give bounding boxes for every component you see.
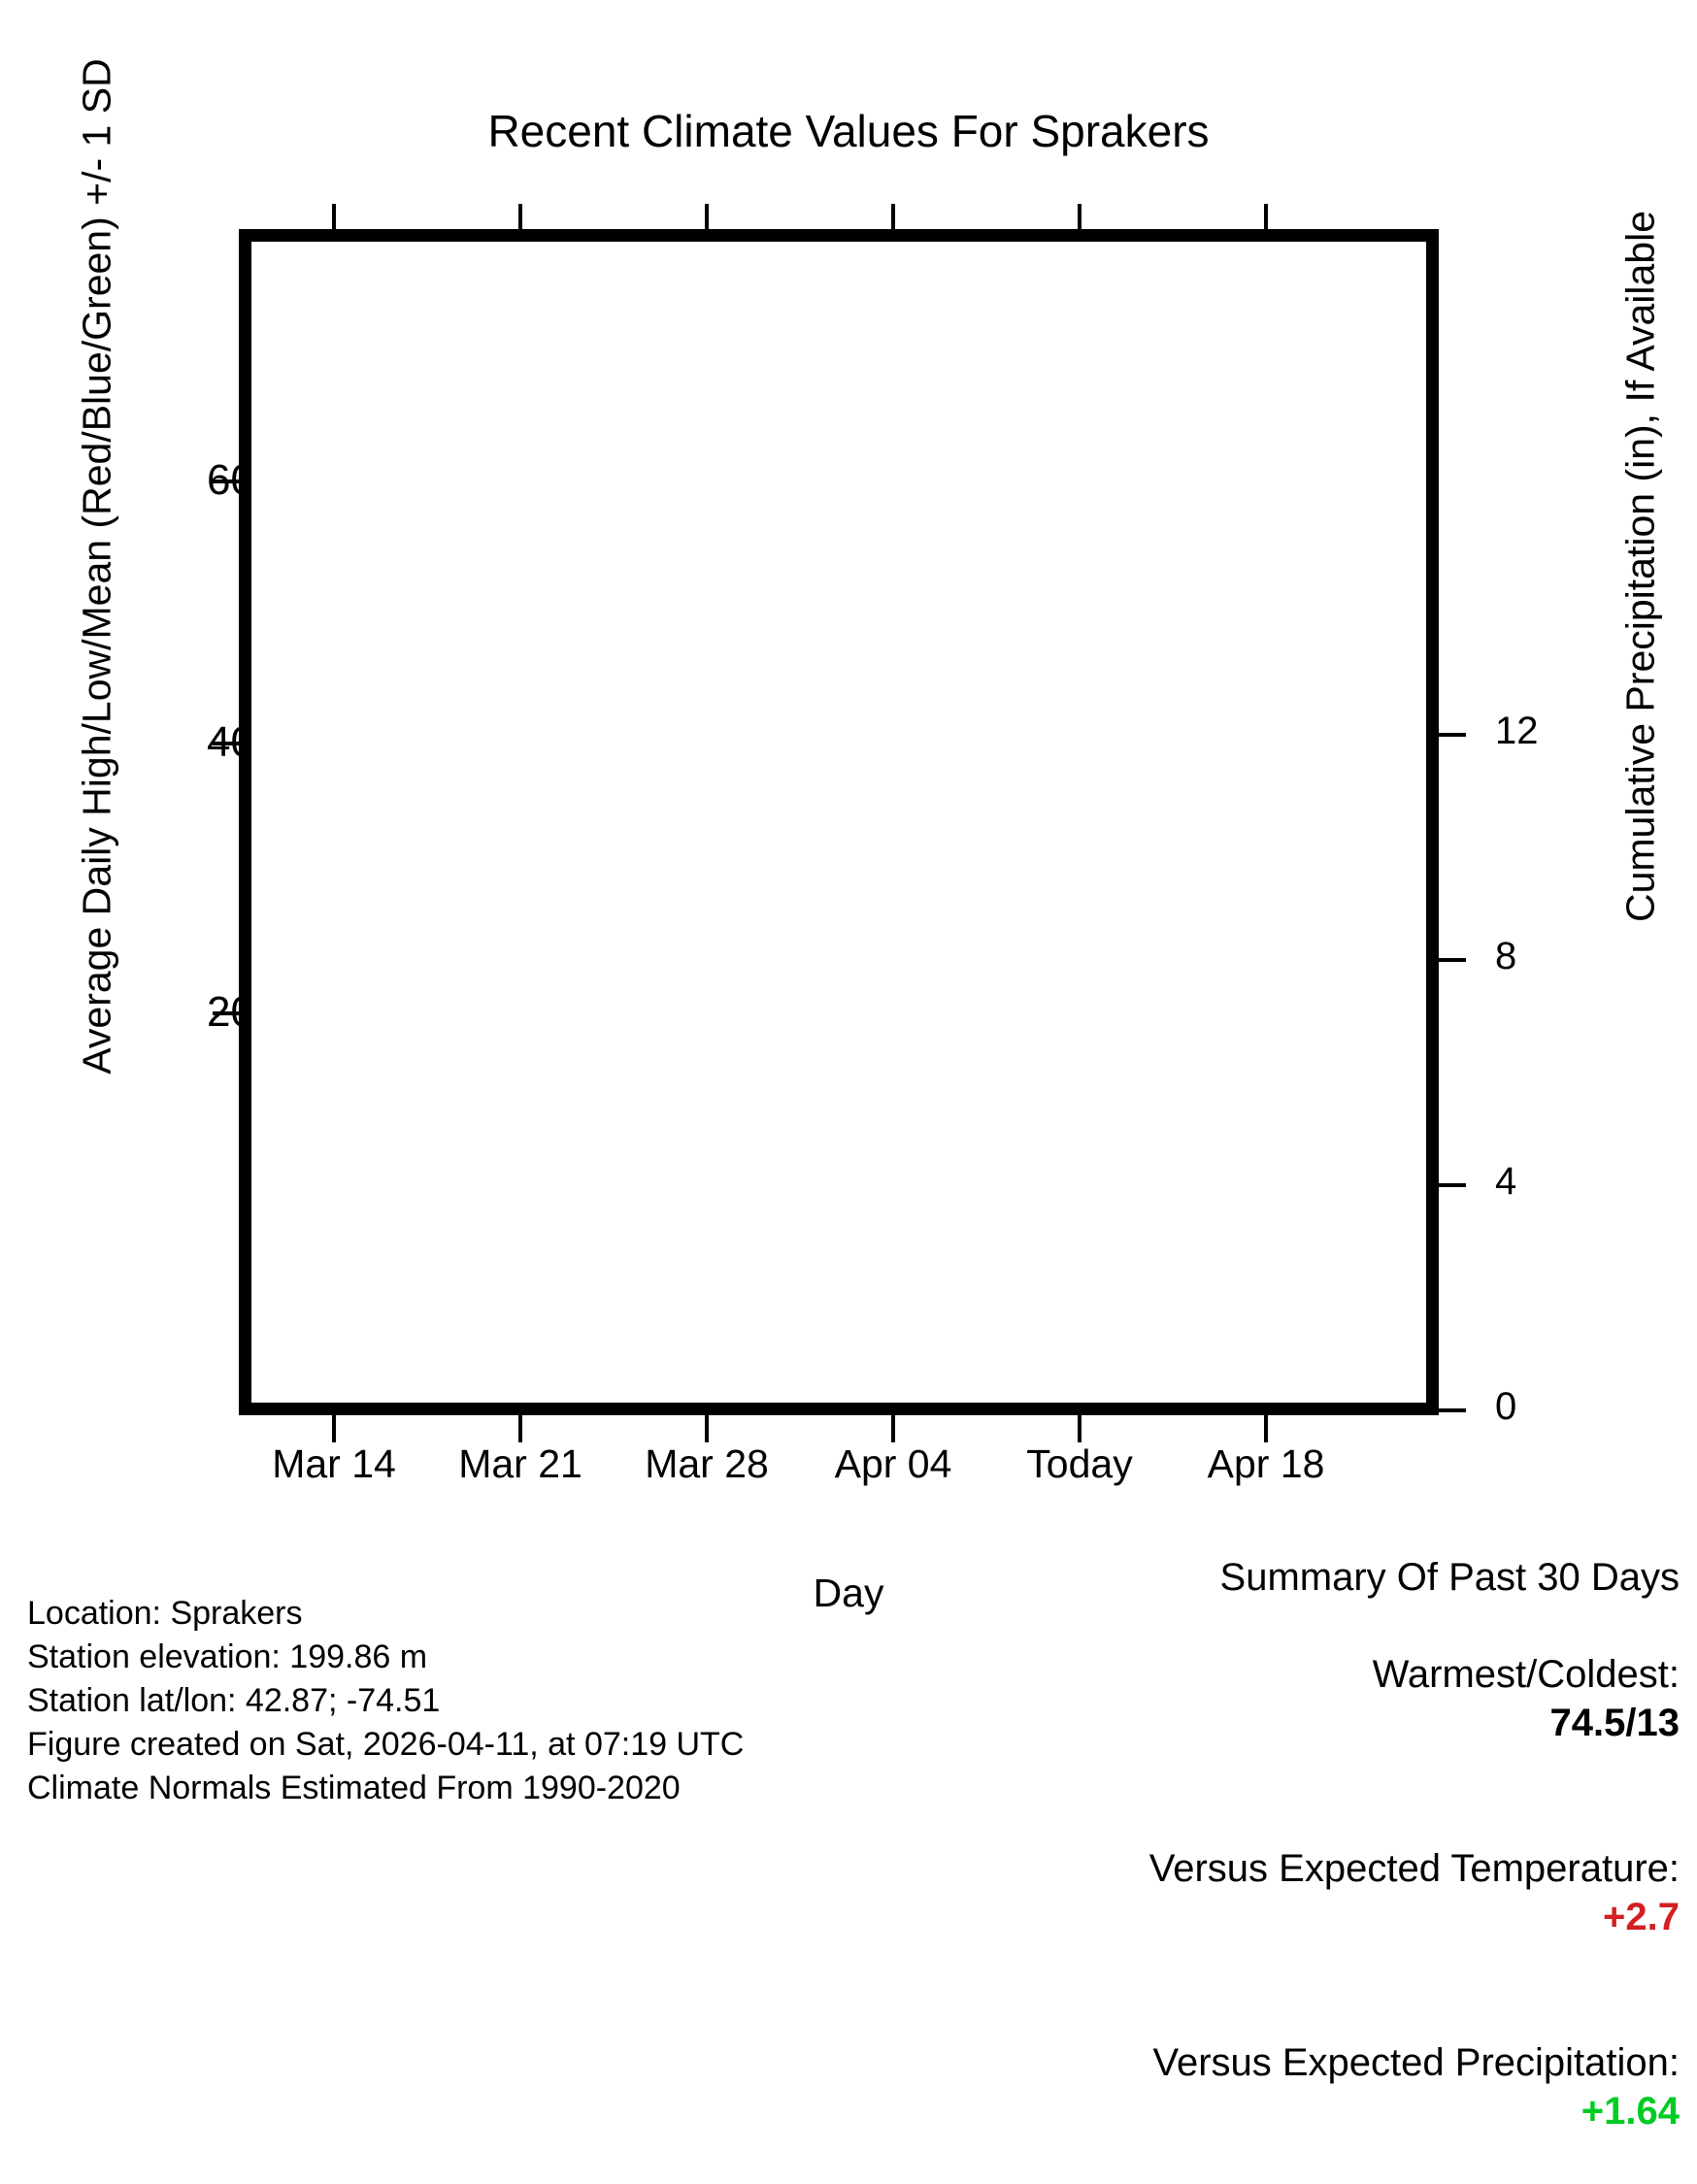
footer-location: Location: Sprakers — [27, 1595, 303, 1632]
tick-left-40 — [213, 742, 240, 745]
tick-x-3 — [705, 1415, 709, 1442]
tick-left-60 — [213, 480, 240, 483]
tick-x-top-1 — [332, 204, 336, 231]
x-tick-apr-18: Apr 18 — [1207, 1441, 1325, 1486]
summary-value-precipitation: +1.64 — [1581, 2090, 1680, 2133]
tick-x-top-5 — [1078, 204, 1081, 231]
tick-x-top-4 — [891, 204, 895, 231]
summary-label-precipitation: Versus Expected Precipitation: — [1152, 2041, 1680, 2084]
summary-value-temperature: +2.7 — [1603, 1896, 1680, 1938]
tick-right-12 — [1439, 733, 1466, 737]
footer-left: Location: Sprakers Station elevation: 19… — [27, 1592, 744, 1810]
summary-label-temperature: Versus Expected Temperature: — [1148, 1847, 1680, 1890]
x-tick-apr-04: Apr 04 — [834, 1441, 952, 1486]
x-tick-mar-21: Mar 21 — [458, 1441, 582, 1486]
y-tick-right-4: 4 — [1495, 1160, 1517, 1203]
y-tick-right-12: 12 — [1495, 710, 1539, 752]
tick-x-6 — [1264, 1415, 1268, 1442]
y-axis-label-right: Cumulative Precipitation (in), If Availa… — [1617, 210, 1663, 923]
x-tick-today: Today — [1026, 1441, 1133, 1486]
x-axis-label: Day — [813, 1571, 884, 1615]
tick-x-4 — [891, 1415, 895, 1442]
page-title: Recent Climate Values For Sprakers — [487, 106, 1210, 156]
y-axis-label-left: Average Daily High/Low/Mean (Red/Blue/Gr… — [74, 58, 119, 1075]
y-tick-right-0: 0 — [1495, 1385, 1517, 1428]
tick-right-0 — [1439, 1408, 1466, 1412]
tick-left-20 — [213, 1011, 240, 1015]
y-tick-right-8: 8 — [1495, 935, 1517, 977]
x-tick-mar-28: Mar 28 — [645, 1441, 769, 1486]
tick-x-top-6 — [1264, 204, 1268, 231]
footer-normals: Climate Normals Estimated From 1990-2020 — [27, 1770, 681, 1806]
climate-figure: Recent Climate Values For Sprakers Avera… — [27, 58, 1680, 2133]
summary-value-warmest-coldest: 74.5/13 — [1549, 1702, 1680, 1744]
tick-x-1 — [332, 1415, 336, 1442]
tick-x-2 — [518, 1415, 522, 1442]
tick-right-4 — [1439, 1183, 1466, 1187]
x-tick-mar-14: Mar 14 — [272, 1441, 396, 1486]
tick-right-8 — [1439, 958, 1466, 962]
summary-label-warmest-coldest: Warmest/Coldest: — [1372, 1653, 1680, 1696]
plot-frame — [239, 229, 1439, 1415]
summary-heading: Summary Of Past 30 Days — [1219, 1556, 1680, 1599]
summary-panel: Summary Of Past 30 Days Warmest/Coldest:… — [1084, 1553, 1680, 2184]
summary-row-temperature: Versus Expected Temperature: +2.7 — [1084, 1796, 1680, 1990]
summary-row-warmest-coldest: Warmest/Coldest: 74.5/13 — [1084, 1602, 1680, 1796]
summary-row-precipitation: Versus Expected Precipitation: +1.64 — [1084, 1990, 1680, 2184]
tick-x-5 — [1078, 1415, 1081, 1442]
tick-x-top-2 — [518, 204, 522, 231]
tick-x-top-3 — [705, 204, 709, 231]
footer-created: Figure created on Sat, 2026-04-11, at 07… — [27, 1726, 745, 1763]
footer-elevation: Station elevation: 199.86 m — [27, 1638, 428, 1675]
footer-latlon: Station lat/lon: 42.87; -74.51 — [27, 1682, 441, 1719]
